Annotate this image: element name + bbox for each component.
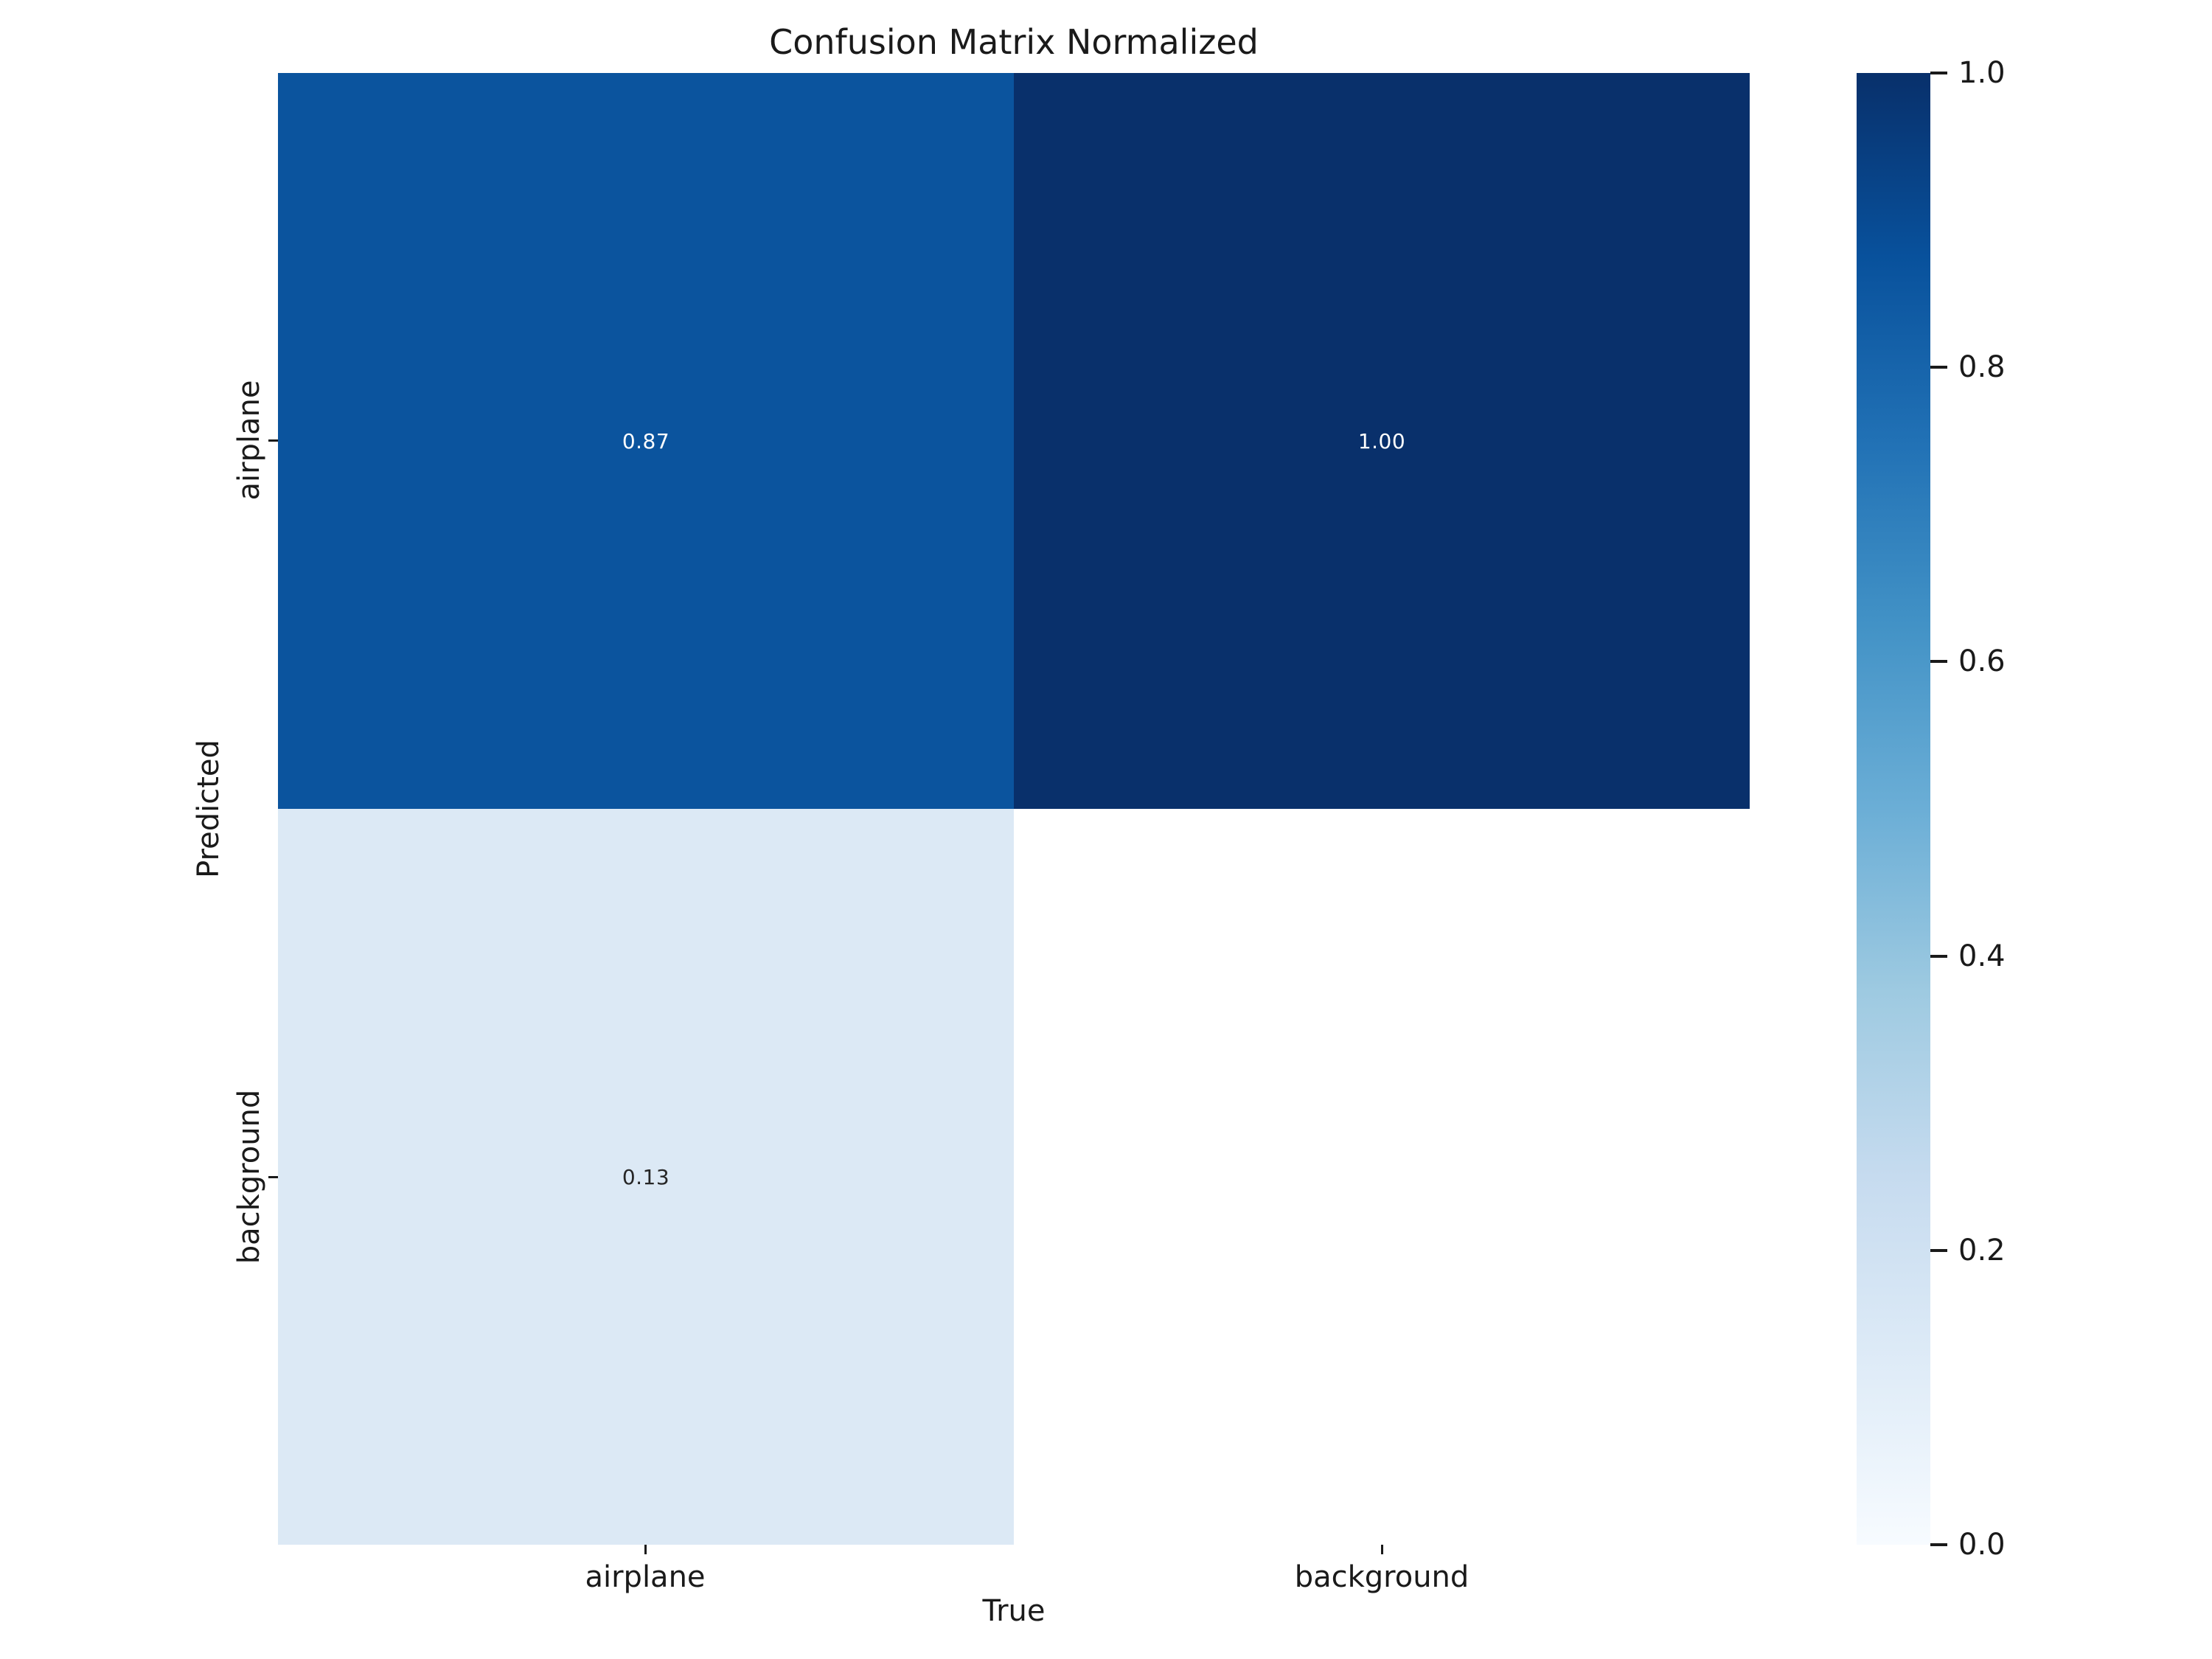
x-axis-label: True (982, 1594, 1046, 1628)
colorbar-tick-label: 0.6 (1958, 644, 2006, 678)
heatmap-cell-airplane-airplane: 0.87 (278, 73, 1014, 809)
y-tick-mark-airplane (268, 439, 278, 442)
chart-title: Confusion Matrix Normalized (769, 22, 1259, 62)
colorbar-tick-mark (1930, 366, 1947, 369)
colorbar-tick-mark (1930, 660, 1947, 663)
x-tick-label-airplane: airplane (585, 1560, 706, 1594)
colorbar-tick-mark (1930, 1249, 1947, 1252)
colorbar-tick-label: 0.0 (1958, 1528, 2006, 1562)
x-tick-label-background: background (1294, 1560, 1470, 1594)
colorbar-tick-label: 0.4 (1958, 939, 2006, 973)
confusion-matrix-heatmap: 0.87 1.00 0.13 (278, 73, 1750, 1545)
x-tick-mark-background (1381, 1545, 1383, 1554)
colorbar-tick-label: 0.8 (1958, 350, 2006, 384)
y-axis-label: Predicted (192, 740, 226, 878)
y-tick-mark-background (268, 1176, 278, 1178)
colorbar-tick-label: 1.0 (1958, 56, 2006, 90)
y-tick-label-airplane: airplane (232, 380, 266, 501)
colorbar-tick-mark (1930, 72, 1947, 74)
heatmap-cell-airplane-background: 1.00 (1014, 73, 1750, 809)
heatmap-cell-background-background (1014, 809, 1750, 1545)
x-tick-mark-airplane (644, 1545, 647, 1554)
y-tick-label-background: background (232, 1089, 266, 1265)
colorbar (1857, 73, 1930, 1545)
colorbar-tick-label: 0.2 (1958, 1234, 2006, 1267)
colorbar-tick-mark (1930, 1543, 1947, 1546)
colorbar-tick-mark (1930, 955, 1947, 958)
heatmap-cell-background-airplane: 0.13 (278, 809, 1014, 1545)
